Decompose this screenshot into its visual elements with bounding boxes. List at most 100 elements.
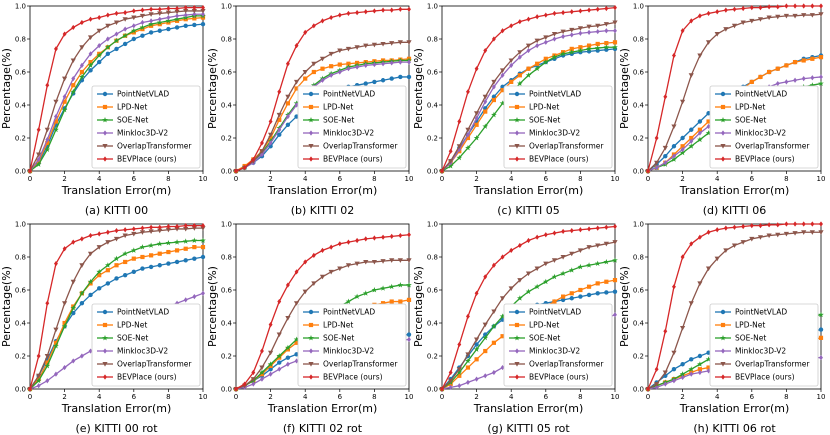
- data-point: [680, 374, 685, 381]
- data-point: [457, 118, 462, 125]
- data-point: [586, 43, 592, 48]
- y-tick-label: 0.4: [15, 320, 27, 328]
- data-point: [71, 24, 76, 31]
- y-tick-label: 1.0: [221, 221, 232, 229]
- data-point: [456, 367, 462, 372]
- x-axis-label: Translation Error(m): [267, 402, 378, 415]
- data-point: [148, 264, 154, 270]
- data-point: [578, 45, 583, 50]
- data-point: [612, 20, 618, 26]
- data-point: [380, 301, 386, 306]
- data-point: [663, 381, 668, 387]
- data-point: [758, 5, 763, 11]
- data-point: [285, 94, 291, 100]
- data-point: [149, 224, 154, 230]
- data-point: [105, 262, 111, 268]
- data-point: [302, 289, 308, 295]
- x-tick-label: 2: [62, 175, 66, 183]
- data-point: [201, 290, 205, 296]
- data-point: [277, 127, 282, 133]
- data-point: [491, 79, 497, 85]
- data-point: [457, 341, 462, 348]
- data-point: [71, 239, 76, 245]
- data-point: [381, 61, 385, 67]
- data-point: [156, 240, 163, 247]
- series-bevplace-ours: [440, 5, 617, 174]
- data-point: [192, 16, 197, 21]
- data-point: [131, 269, 136, 275]
- data-point: [679, 371, 686, 377]
- data-point: [569, 296, 574, 301]
- legend-marker: [514, 91, 520, 97]
- data-point: [70, 305, 77, 311]
- legend-marker: [103, 156, 107, 162]
- data-point: [784, 63, 789, 68]
- y-tick-label: 1.0: [633, 221, 644, 229]
- data-point: [174, 9, 180, 15]
- data-point: [114, 263, 119, 268]
- legend-box: [709, 85, 819, 169]
- data-point: [79, 301, 85, 306]
- y-tick-label: 0.8: [633, 254, 644, 262]
- data-point: [79, 69, 84, 75]
- subplot-caption: (a) KITTI 00: [85, 204, 148, 217]
- data-point: [775, 14, 781, 20]
- y-tick-label: 0.4: [427, 320, 439, 328]
- x-tick-label: 8: [372, 393, 376, 401]
- data-point: [551, 32, 558, 37]
- data-point: [663, 160, 668, 166]
- data-point: [398, 299, 403, 304]
- data-point: [680, 254, 685, 260]
- data-point: [397, 282, 404, 288]
- data-point: [166, 261, 171, 266]
- data-point: [372, 235, 377, 241]
- data-point: [568, 267, 575, 273]
- data-point: [578, 287, 583, 293]
- data-point: [268, 350, 274, 356]
- data-point: [775, 66, 780, 71]
- legend-entry: Minkloc3D-V2: [117, 347, 168, 356]
- data-point: [542, 278, 549, 285]
- data-point: [784, 79, 789, 85]
- data-point: [613, 223, 617, 230]
- data-point: [509, 79, 514, 84]
- data-point: [87, 251, 94, 257]
- data-point: [192, 256, 197, 261]
- data-point: [603, 258, 610, 265]
- data-point: [499, 68, 506, 73]
- data-point: [509, 23, 514, 29]
- legend-marker: [309, 130, 313, 136]
- x-tick-label: 6: [750, 393, 755, 401]
- data-point: [62, 94, 67, 100]
- data-point: [577, 47, 584, 53]
- legend-entry: LPD-Net: [323, 103, 353, 112]
- x-tick-label: 6: [132, 393, 137, 401]
- data-point: [551, 54, 558, 60]
- data-point: [578, 8, 583, 14]
- data-point: [251, 156, 256, 163]
- series-bevplace-ours: [440, 223, 617, 392]
- data-point: [491, 340, 496, 345]
- data-point: [466, 89, 470, 95]
- data-point: [320, 66, 325, 71]
- data-point: [689, 18, 694, 24]
- data-point: [525, 43, 532, 49]
- legend-marker: [720, 322, 726, 328]
- data-point: [569, 27, 575, 33]
- data-point: [285, 101, 290, 106]
- data-point: [723, 225, 728, 231]
- subplot-caption: (c) KITTI 05: [497, 204, 560, 217]
- data-point: [139, 13, 146, 19]
- data-point: [671, 156, 677, 162]
- legend-box: [503, 303, 613, 387]
- data-point: [603, 241, 609, 247]
- data-point: [689, 138, 694, 144]
- legend-marker: [720, 91, 726, 97]
- y-tick-label: 1.0: [427, 3, 438, 11]
- data-point: [131, 23, 136, 29]
- data-point: [174, 16, 180, 22]
- data-point: [157, 251, 162, 256]
- data-point: [491, 111, 497, 118]
- x-tick-label: 2: [680, 175, 684, 183]
